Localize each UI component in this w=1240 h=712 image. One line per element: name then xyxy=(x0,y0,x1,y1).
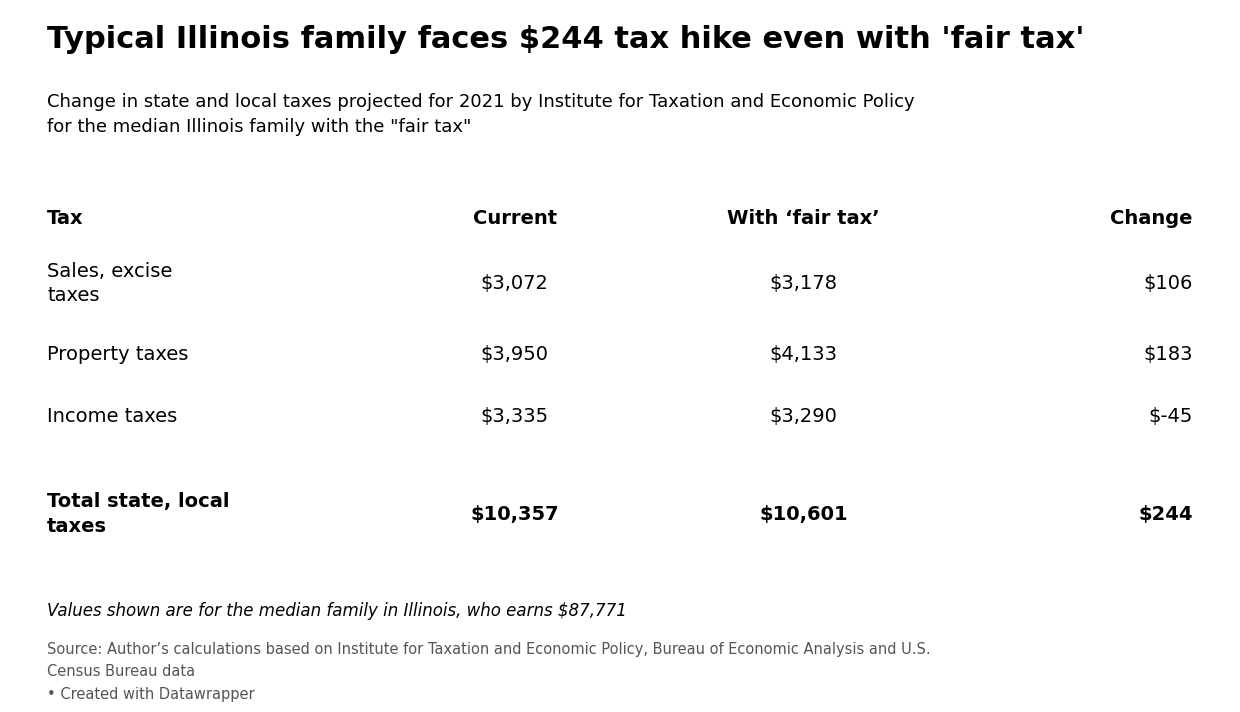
Text: Change in state and local taxes projected for 2021 by Institute for Taxation and: Change in state and local taxes projecte… xyxy=(47,93,915,135)
Text: $183: $183 xyxy=(1143,345,1193,364)
Text: $4,133: $4,133 xyxy=(770,345,837,364)
Text: Sales, excise
taxes: Sales, excise taxes xyxy=(47,262,172,305)
Text: Current: Current xyxy=(472,209,557,228)
Text: $3,335: $3,335 xyxy=(481,407,548,426)
Text: $3,072: $3,072 xyxy=(481,274,548,293)
Text: Income taxes: Income taxes xyxy=(47,407,177,426)
Text: $10,601: $10,601 xyxy=(759,505,848,523)
Text: $3,290: $3,290 xyxy=(770,407,837,426)
Text: Property taxes: Property taxes xyxy=(47,345,188,364)
Text: Total state, local
taxes: Total state, local taxes xyxy=(47,493,229,535)
Text: $244: $244 xyxy=(1138,505,1193,523)
Text: $-45: $-45 xyxy=(1148,407,1193,426)
Text: $3,178: $3,178 xyxy=(770,274,837,293)
Text: Change: Change xyxy=(1110,209,1193,228)
Text: $3,950: $3,950 xyxy=(481,345,548,364)
Text: Source: Author’s calculations based on Institute for Taxation and Economic Polic: Source: Author’s calculations based on I… xyxy=(47,642,931,701)
Text: Typical Illinois family faces $244 tax hike even with 'fair tax': Typical Illinois family faces $244 tax h… xyxy=(47,25,1085,54)
Text: $10,357: $10,357 xyxy=(470,505,559,523)
Text: With ‘fair tax’: With ‘fair tax’ xyxy=(727,209,880,228)
Text: Tax: Tax xyxy=(47,209,84,228)
Text: $106: $106 xyxy=(1143,274,1193,293)
Text: Values shown are for the median family in Illinois, who earns $87,771: Values shown are for the median family i… xyxy=(47,602,627,619)
